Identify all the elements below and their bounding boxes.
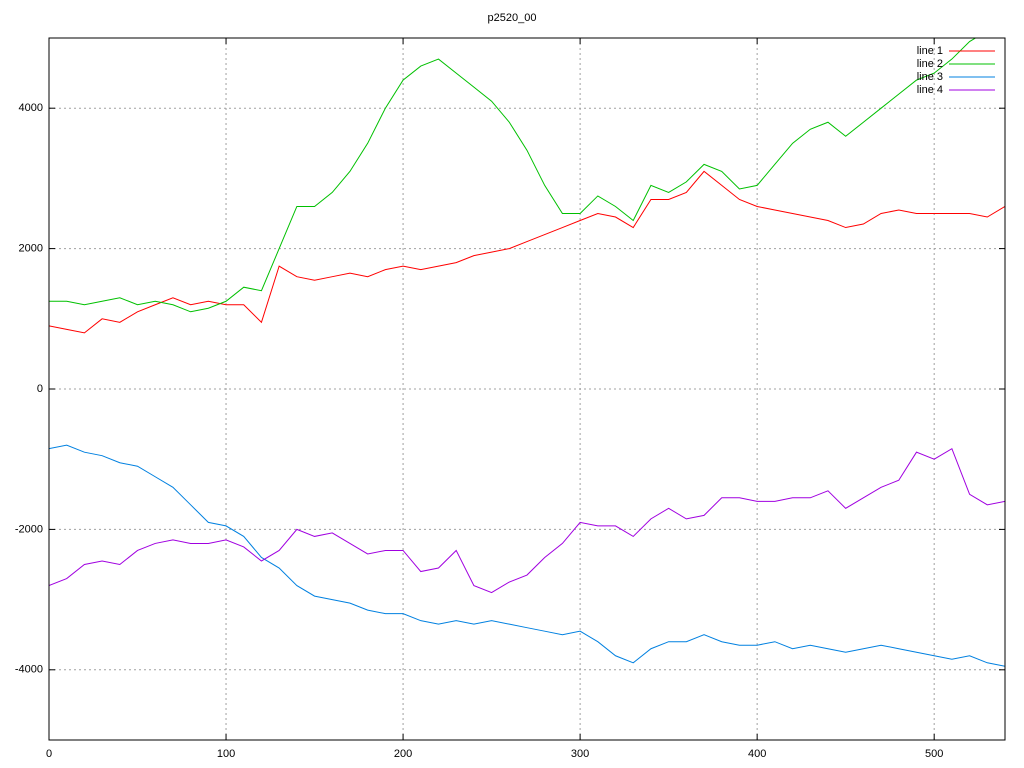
- x-tick-label: 200: [394, 748, 412, 760]
- grid: 0 100 200 300 400 500 -4000 -2000 0 2000 4000: [15, 38, 1005, 760]
- x-tick-label: 300: [571, 748, 589, 760]
- plot-border: [48, 37, 1006, 741]
- x-tick-label: 400: [748, 748, 766, 760]
- series-line: [49, 38, 977, 313]
- legend-label: line 4: [917, 84, 943, 96]
- y-tick-label: 4000: [19, 102, 43, 114]
- x-tick-label: 100: [217, 748, 235, 760]
- chart-title: p2520_00: [488, 12, 537, 24]
- y-tick-label: 2000: [19, 243, 43, 255]
- legend-label: line 1: [917, 45, 943, 57]
- y-tick-label: -2000: [15, 523, 43, 535]
- series-line: [49, 447, 1005, 594]
- plot-area: [49, 38, 1005, 667]
- x-tick-label: 500: [925, 748, 943, 760]
- x-tick-label: 0: [46, 748, 52, 760]
- legend-label: line 3: [917, 71, 943, 83]
- y-tick-label: 0: [37, 383, 43, 395]
- series-line: [49, 444, 1005, 667]
- series-line: [49, 170, 1005, 334]
- legend-label: line 2: [917, 58, 943, 70]
- y-tick-label: -4000: [15, 664, 43, 676]
